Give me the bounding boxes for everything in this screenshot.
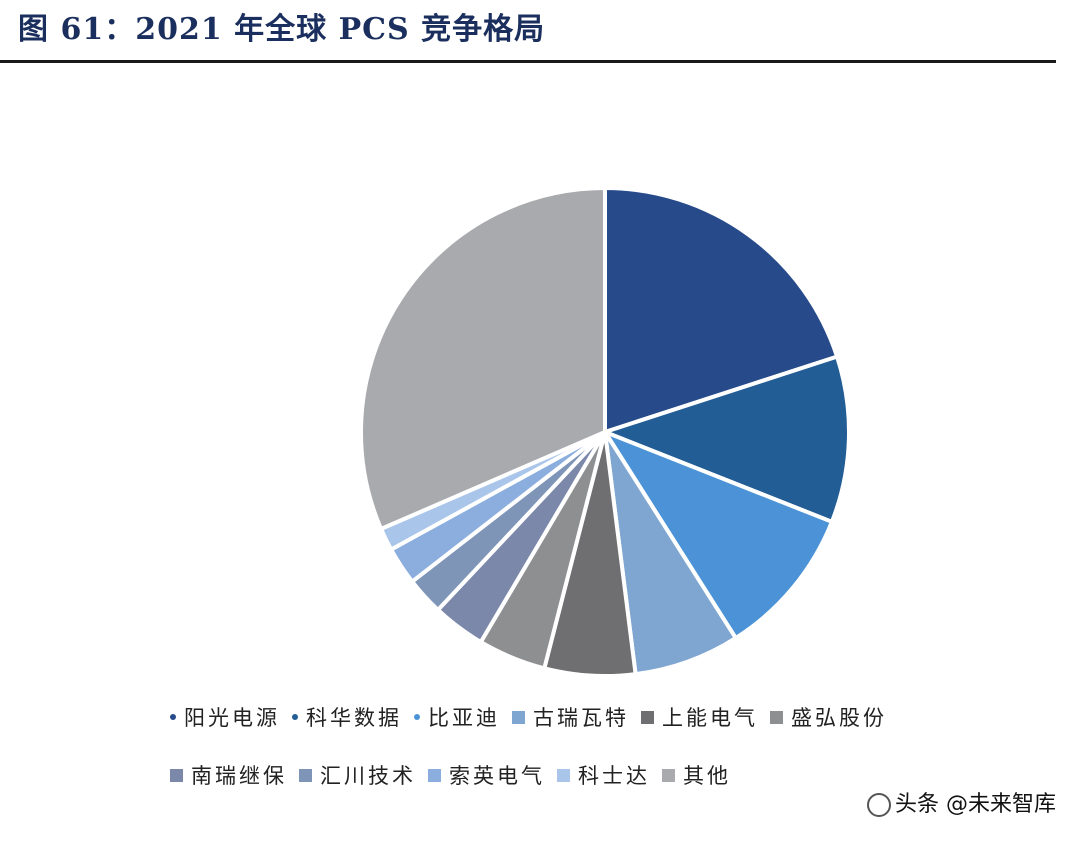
legend-label-7: 汇川技术 [320,764,416,788]
legend-swatch-5 [770,710,783,724]
legend-swatch-9 [557,768,570,782]
legend-swatch-0 [170,714,176,720]
legend-swatch-1 [292,714,298,720]
legend-item-5: 盛弘股份 [770,702,887,732]
pie-chart [359,186,851,678]
legend-swatch-3 [512,710,525,724]
legend-label-8: 索英电气 [449,764,545,788]
wechat-logo-icon [867,793,891,817]
legend-row-1: 阳光电源 科华数据 比亚迪 古瑞瓦特 上能电气 盛弘股份 [170,702,899,732]
pie-slice-2 [603,430,834,641]
legend-label-0: 阳光电源 [184,706,280,730]
pie-slice-10 [359,186,607,531]
figure-title: 图 61：2021 年全球 PCS 竞争格局 [18,12,546,47]
legend-label-1: 科华数据 [306,706,402,730]
legend-item-9: 科士达 [557,760,650,790]
legend-item-7: 汇川技术 [299,760,416,790]
legend-item-1: 科华数据 [292,702,402,732]
legend-label-2: 比亚迪 [428,706,500,730]
legend-swatch-4 [641,710,654,724]
legend-item-3: 古瑞瓦特 [512,702,629,732]
legend-row-2: 南瑞继保 汇川技术 索英电气 科士达 其他 [170,760,743,790]
legend-item-6: 南瑞继保 [170,760,287,790]
legend-item-4: 上能电气 [641,702,758,732]
legend-label-3: 古瑞瓦特 [533,706,629,730]
legend-item-8: 索英电气 [428,760,545,790]
legend-swatch-6 [170,768,183,782]
legend-label-9: 科士达 [578,764,650,788]
legend-label-6: 南瑞继保 [191,764,287,788]
legend-label-5: 盛弘股份 [791,706,887,730]
legend-swatch-2 [414,714,420,720]
watermark: 头条 @未来智库 [863,786,1056,818]
legend-item-2: 比亚迪 [414,702,500,732]
legend-item-10: 其他 [662,760,731,790]
legend-swatch-7 [299,768,312,782]
title-divider [0,60,1056,63]
legend-swatch-8 [428,768,441,782]
legend-label-10: 其他 [683,764,731,788]
watermark-text: 头条 @未来智库 [895,792,1056,817]
pie-slice-0 [603,186,840,434]
pie-slice-3 [603,430,738,677]
pie-slice-1 [603,354,851,524]
legend-item-0: 阳光电源 [170,702,280,732]
legend-swatch-10 [662,768,675,782]
legend-label-4: 上能电气 [662,706,758,730]
